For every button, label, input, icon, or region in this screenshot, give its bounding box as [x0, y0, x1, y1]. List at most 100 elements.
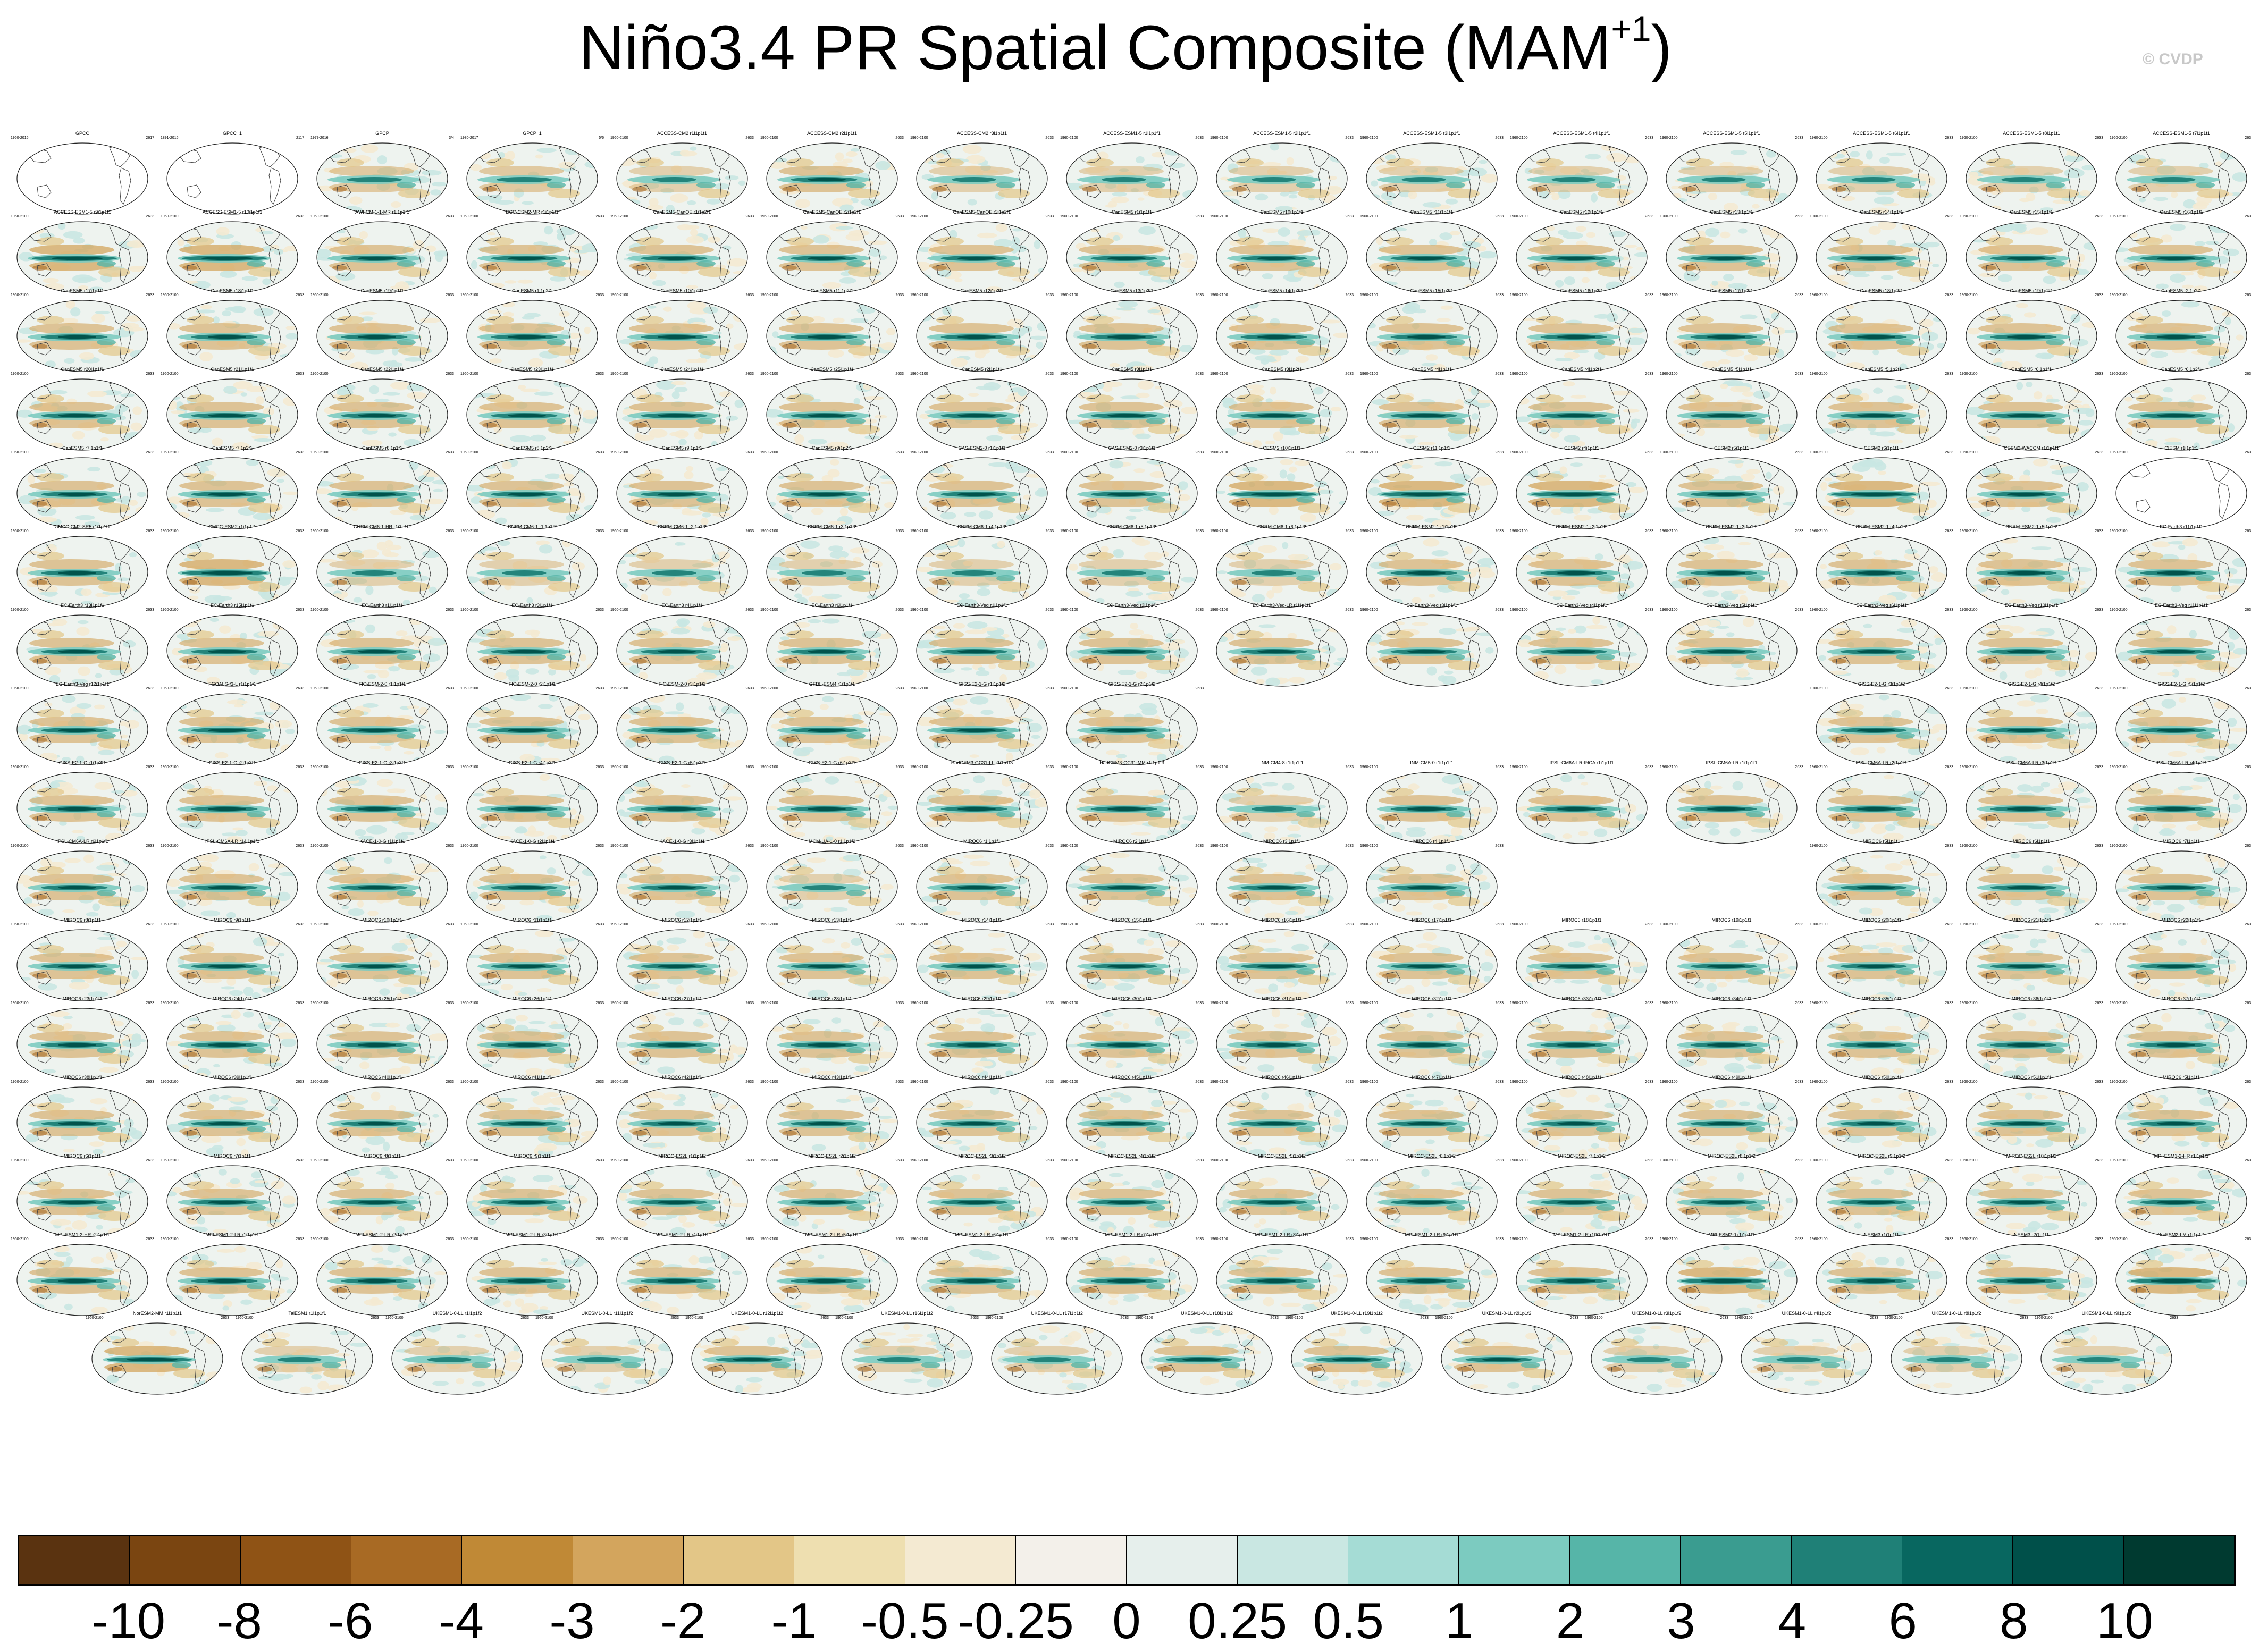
- panel-years: 1960-2100: [460, 608, 478, 612]
- map-panel: MIROC6 r39i1p1f1 1960-2100 2633: [157, 1075, 307, 1162]
- map-graphic: [1666, 142, 1798, 215]
- panel-years: 1960-2100: [2110, 687, 2128, 690]
- panel-count: 2633: [2170, 1316, 2178, 1320]
- map-panel: UKESM1-0-LL r8i1p1f2 1960-2100 2633: [1882, 1311, 2031, 1398]
- map-panel: UKESM1-0-LL r1i1p1f2 1960-2100 2633: [382, 1311, 532, 1398]
- panel-map: [166, 692, 299, 766]
- panel-count: 2633: [1045, 1080, 1054, 1084]
- map-panel: MIROC6 r1i1p1f1 1960-2100 2633: [907, 839, 1057, 926]
- map-panel: EC-Earth3 r6i1p1f1 1960-2100 2633: [757, 603, 907, 690]
- panel-years: 1960-2100: [1210, 1159, 1228, 1162]
- panel-count: 2633: [446, 1080, 454, 1084]
- panel-map: [466, 849, 599, 924]
- panel-count: 2633: [1495, 1159, 1504, 1162]
- panel-title: MIROC-ES2L r10i1p1f2: [2006, 1153, 2057, 1159]
- panel-map: [166, 849, 299, 924]
- map-graphic: [1066, 693, 1198, 765]
- panel-years: 1960-2100: [910, 687, 928, 690]
- panel-map: [1815, 771, 1948, 845]
- panel-map: [616, 928, 749, 1002]
- map-panel: CanESM5 r14i1p2f1 1960-2100 2633: [1207, 288, 1357, 375]
- map-graphic: [1516, 221, 1648, 293]
- map-graphic: [1666, 1244, 1798, 1316]
- panel-count: 2633: [146, 1237, 154, 1241]
- panel-map: [1965, 692, 2098, 766]
- panel-map: [766, 849, 898, 924]
- map-graphic: [1666, 378, 1798, 451]
- map-panel: CESM2 r6i1p1f1 1960-2100 2633: [1807, 445, 1956, 533]
- map-panel: ACCESS-ESM1-5 r1i1p1f1 1960-2100 2633: [1057, 131, 1207, 218]
- panel-map: [1665, 613, 1798, 688]
- panel-years: 1960-2100: [610, 687, 628, 690]
- map-panel: MIROC6 r37i1p1f1 1960-2100 2633: [2106, 996, 2251, 1083]
- panel-years: 1960-2100: [310, 451, 329, 454]
- panel-years: 1980-2017: [460, 136, 478, 140]
- panel-years: 1960-2100: [2110, 372, 2128, 376]
- colorbar-segment: [1459, 1536, 1570, 1584]
- map-graphic: [316, 693, 448, 765]
- panel-map: [915, 456, 1048, 530]
- panel-years: 1960-2100: [460, 293, 478, 297]
- map-panel: MIROC6 r4i1p1f1 1960-2100 2633: [1357, 839, 1507, 926]
- map-graphic: [1366, 1008, 1498, 1080]
- panel-years: 1960-2100: [11, 293, 29, 297]
- panel-years: 1960-2100: [2110, 136, 2128, 140]
- panel-map: [16, 220, 149, 294]
- map-graphic: [2115, 1008, 2247, 1080]
- panel-map: [166, 299, 299, 373]
- colorbar-tick-label: 6: [1888, 1592, 1917, 1649]
- panel-title: MIROC6 r39i1p1f1: [212, 1075, 253, 1080]
- panel-years: 1960-2100: [835, 1316, 853, 1320]
- panel-map: [466, 220, 599, 294]
- panel-map: [915, 928, 1048, 1002]
- panel-title: MIROC6 r33i1p1f1: [1561, 996, 1602, 1001]
- panel-count: 2633: [1045, 923, 1054, 926]
- panel-count: 2633: [1045, 372, 1054, 376]
- panel-years: 1960-2100: [910, 136, 928, 140]
- panel-count: 2633: [895, 844, 904, 848]
- panel-map: [2115, 1243, 2248, 1317]
- map-graphic: [2115, 693, 2247, 765]
- panel-count: 2633: [296, 372, 304, 376]
- panel-count: 2633: [2245, 293, 2251, 297]
- panel-years: 1960-2100: [610, 215, 628, 218]
- map-graphic: [766, 1086, 898, 1159]
- panel-count: 2633: [1195, 529, 1204, 533]
- panel-count: 2633: [1495, 529, 1504, 533]
- map-panel: EC-Earth3-Veg r3i1p1f1 1960-2100 2633: [1357, 603, 1507, 690]
- map-graphic: [466, 850, 598, 923]
- map-graphic: [916, 457, 1048, 529]
- panel-count: 2633: [1045, 844, 1054, 848]
- panel-count: 2633: [296, 1080, 304, 1084]
- panel-title: ACCESS-ESM1-5 r8i1p1f1: [2003, 131, 2060, 136]
- map-graphic: [1516, 142, 1648, 215]
- panel-map: [1065, 771, 1198, 845]
- panel-count: 2633: [1195, 372, 1204, 376]
- panel-title: CanESM5 r15i1p1f1: [2010, 209, 2053, 215]
- map-panel: MRI-ESM2-0 r1i1p1f1 1960-2100 2633: [1657, 1232, 1807, 1319]
- panel-years: 1960-2100: [1060, 1159, 1078, 1162]
- map-graphic: [166, 1008, 298, 1080]
- panel-count: 2633: [1795, 923, 1803, 926]
- panel-map: [1065, 1243, 1198, 1317]
- map-graphic: [2115, 457, 2247, 529]
- map-graphic: [1816, 536, 1947, 608]
- panel-map: [1365, 613, 1498, 688]
- panel-map: [1665, 299, 1798, 373]
- map-graphic: [1516, 300, 1648, 372]
- panel-map: [915, 299, 1048, 373]
- map-panel: GISS-E2-1-G r2i1p1f2 1960-2100 2633: [1057, 681, 1207, 769]
- map-graphic: [316, 1008, 448, 1080]
- panel-count: 2633: [2095, 529, 2103, 533]
- colorbar-segment: [130, 1536, 241, 1584]
- panel-count: 2633: [595, 608, 604, 612]
- panel-years: 1960-2100: [1960, 687, 1978, 690]
- panel-title: EC-Earth3 r3i1p1f1: [511, 603, 553, 608]
- panel-map: [2115, 456, 2248, 530]
- panel-title: ACCESS-ESM1-5 r4i1p1f1: [1553, 131, 1610, 136]
- panel-title: GISS-E2-1-G r3i1p1f2: [1858, 681, 1905, 687]
- panel-title: MPI-ESM1-2-LR r1i1p1f1: [205, 1232, 259, 1237]
- panel-title: CanESM5 r17i1p2f1: [1710, 288, 1753, 293]
- map-graphic: [766, 378, 898, 451]
- panel-years: 1960-2100: [1210, 1080, 1228, 1084]
